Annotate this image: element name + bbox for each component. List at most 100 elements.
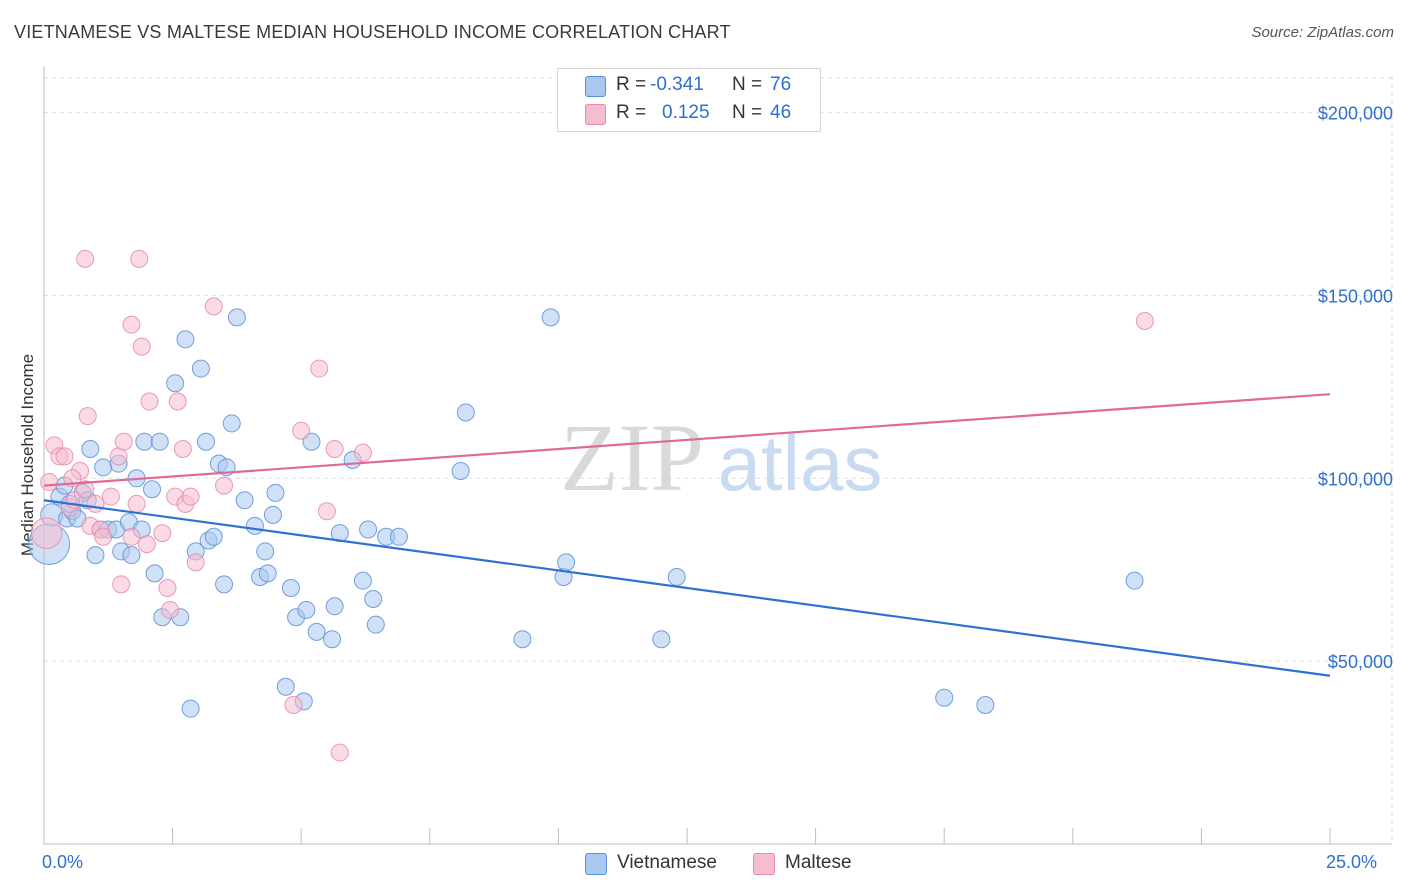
vietnamese-point [145, 564, 164, 583]
vietnamese-swatch [585, 76, 606, 97]
vietnamese-point [325, 597, 344, 616]
vietnamese-trend-line [43, 499, 1331, 677]
maltese-point [284, 696, 303, 715]
r-label: R = [616, 102, 647, 123]
maltese-point [40, 472, 59, 491]
maltese-point [127, 494, 146, 513]
vietnamese-point [389, 527, 408, 546]
vietnamese-point [353, 571, 372, 590]
grid-layer [44, 76, 1393, 844]
maltese-point [330, 743, 349, 762]
vietnamese-point [513, 630, 532, 649]
vietnamese-point [143, 480, 162, 499]
vietnamese-points [28, 308, 1144, 718]
vietnamese-point [302, 432, 321, 451]
axis-layer [43, 66, 1392, 845]
source-label: Source: ZipAtlas.com [1251, 24, 1394, 41]
vietnamese-point [451, 461, 470, 480]
maltese-point [161, 600, 180, 619]
vietnamese-point [122, 546, 141, 565]
series-legend: Vietnamese Maltese [0, 852, 1406, 876]
vietnamese-point [94, 458, 113, 477]
x-axis-max-label: 25.0% [1326, 852, 1378, 872]
vietnamese-point [652, 630, 671, 649]
maltese-point [122, 527, 141, 546]
vietnamese-point [256, 542, 275, 561]
watermark-zip: ZIP [560, 404, 704, 511]
maltese-point [140, 392, 159, 411]
maltese-points [30, 249, 1154, 762]
vietnamese-point [245, 516, 264, 535]
maltese-point [353, 443, 372, 462]
vietnamese-point [235, 491, 254, 510]
vietnamese-point [176, 330, 195, 349]
vietnamese-point [276, 677, 295, 696]
vietnamese-point [541, 308, 560, 327]
maltese-point [130, 249, 149, 268]
vietnamese-point [191, 359, 210, 378]
maltese-point [137, 535, 156, 554]
maltese-point [86, 494, 105, 513]
maltese-point [114, 432, 133, 451]
n-label: N = [732, 74, 763, 95]
vietnamese-point [307, 622, 326, 641]
vietnamese-point [166, 374, 185, 393]
legend-row-vietnamese: R = -0.341 N = 76 [558, 73, 820, 99]
vietnamese-point [258, 564, 277, 583]
chart-title: VIETNAMESE VS MALTESE MEDIAN HOUSEHOLD I… [14, 22, 731, 42]
vietnamese-point [456, 403, 475, 422]
vietnamese-point [204, 527, 223, 546]
correlation-legend: R = -0.341 N = 76 R = 0.125 N = 46 [557, 68, 821, 132]
vietnamese-point [181, 699, 200, 718]
maltese-point [204, 297, 223, 316]
vietnamese-point [222, 414, 241, 433]
vietnamese-point [935, 688, 954, 707]
vietnamese-point [197, 432, 216, 451]
vietnamese-point [366, 615, 385, 634]
maltese-point [78, 407, 97, 426]
maltese-point [317, 502, 336, 521]
vietnamese-point [266, 483, 285, 502]
maltese-point [132, 337, 151, 356]
maltese-point [112, 575, 131, 594]
legend-row-maltese: R = 0.125 N = 46 [558, 101, 820, 127]
maltese-point [168, 392, 187, 411]
vietnamese-point [297, 600, 316, 619]
maltese-point [186, 553, 205, 572]
y-tick-label: $100,000 [1318, 469, 1393, 489]
x-axis-min-label: 0.0% [42, 852, 84, 872]
watermark-atlas: atlas [718, 419, 883, 507]
y-tick-labels: $50,000 $100,000 $150,000 $200,000 [1318, 104, 1393, 673]
vietnamese-point [976, 696, 995, 715]
vietnamese-point [1125, 571, 1144, 590]
maltese-point [76, 249, 95, 268]
legend-label-vietnamese: Vietnamese [617, 852, 717, 873]
n-value: 76 [770, 74, 792, 95]
r-value: 0.125 [662, 102, 710, 123]
maltese-point [173, 440, 192, 459]
maltese-point [310, 359, 329, 378]
trend-layer [43, 393, 1331, 677]
maltese-point [215, 476, 234, 495]
vietnamese-point [227, 308, 246, 327]
y-tick-label: $50,000 [1328, 652, 1393, 672]
maltese-point [1135, 312, 1154, 331]
maltese-point [158, 579, 177, 597]
vietnamese-point [323, 630, 342, 649]
y-tick-label: $150,000 [1318, 286, 1393, 306]
maltese-point [153, 524, 172, 543]
y-tick-label: $200,000 [1318, 104, 1393, 124]
vietnamese-point [263, 505, 282, 524]
maltese-point [122, 315, 141, 334]
maltese-point [325, 440, 344, 459]
r-label: R = [616, 74, 647, 95]
legend-label-maltese: Maltese [785, 852, 852, 873]
r-value: -0.341 [650, 74, 704, 95]
vietnamese-point [81, 440, 100, 459]
maltese-swatch [585, 104, 606, 125]
vietnamese-point [215, 575, 234, 594]
vietnamese-point [281, 579, 300, 597]
maltese-point [55, 447, 74, 466]
n-label: N = [732, 102, 763, 123]
